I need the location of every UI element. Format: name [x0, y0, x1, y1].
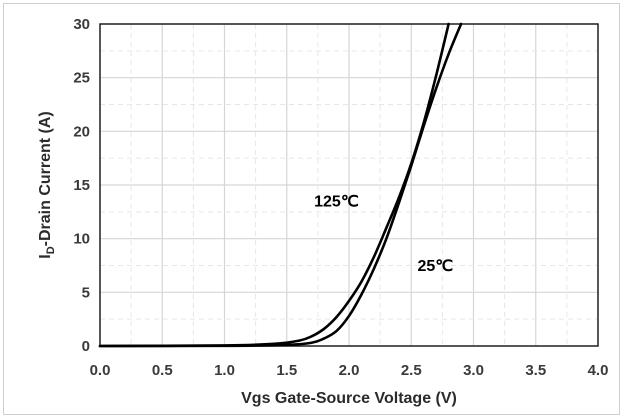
series-line-25c: [98, 22, 463, 348]
y-axis-label-sub: D: [45, 246, 57, 254]
y-tick-label: 10: [73, 231, 90, 248]
y-axis-label-rest: -Drain Current (A): [37, 111, 54, 246]
plot-area-border: [99, 23, 599, 347]
grid: [99, 23, 599, 347]
y-tick-label: 15: [73, 177, 90, 194]
y-tick-label: 20: [73, 123, 90, 140]
y-axis-label: ID-Drain Current (A): [37, 111, 57, 259]
x-tick-label: 1.0: [214, 362, 235, 379]
y-axis-label-main: I: [37, 254, 54, 258]
x-tick-label: 0.5: [152, 362, 173, 379]
x-tick-labels: 0.0 0.5 1.0 1.5 2.0 2.5 3.0 3.5 4.0: [90, 362, 609, 379]
y-tick-label: 25: [73, 70, 90, 87]
series-annotation-25c: 25℃: [417, 258, 453, 275]
x-tick-label: 0.0: [90, 362, 111, 379]
x-tick-label: 2.0: [339, 362, 360, 379]
x-tick-label: 3.5: [525, 362, 546, 379]
series-lines: [98, 22, 463, 348]
y-tick-labels: 0 5 10 15 20 25 30: [73, 16, 90, 355]
x-tick-label: 4.0: [588, 362, 609, 379]
y-tick-label: 0: [82, 338, 90, 355]
x-tick-label: 2.5: [401, 362, 422, 379]
series-annotation-125c: 125℃: [314, 193, 359, 210]
annotations: 125℃ 25℃: [314, 193, 453, 274]
x-axis-label: Vgs Gate-Source Voltage (V): [241, 390, 457, 407]
x-tick-label: 3.0: [463, 362, 484, 379]
y-tick-label: 30: [73, 16, 90, 33]
y-tick-label: 5: [82, 284, 90, 301]
x-tick-label: 1.5: [276, 362, 297, 379]
